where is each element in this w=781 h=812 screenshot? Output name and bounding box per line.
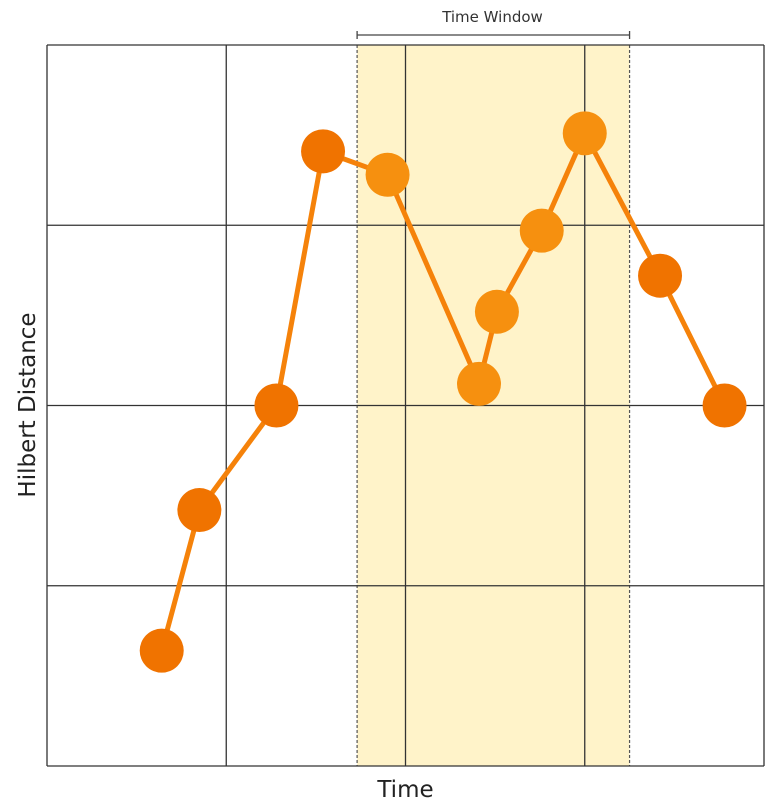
- grid: [46, 44, 765, 767]
- time-window-bracket: [356, 31, 631, 39]
- data-point: [702, 383, 747, 428]
- x-axis-label: Time: [377, 777, 434, 803]
- data-point: [177, 488, 222, 533]
- time-window-label: Time Window: [442, 8, 543, 26]
- data-point: [301, 129, 346, 174]
- data-point: [365, 152, 410, 197]
- data-point: [519, 208, 564, 253]
- data-point: [638, 253, 683, 298]
- data-point: [474, 289, 519, 334]
- y-axis-label: Hilbert Distance: [15, 312, 41, 498]
- data-points: [139, 111, 747, 673]
- data-point: [456, 361, 501, 406]
- data-point: [139, 628, 184, 673]
- data-point: [254, 383, 299, 428]
- data-point: [562, 111, 607, 156]
